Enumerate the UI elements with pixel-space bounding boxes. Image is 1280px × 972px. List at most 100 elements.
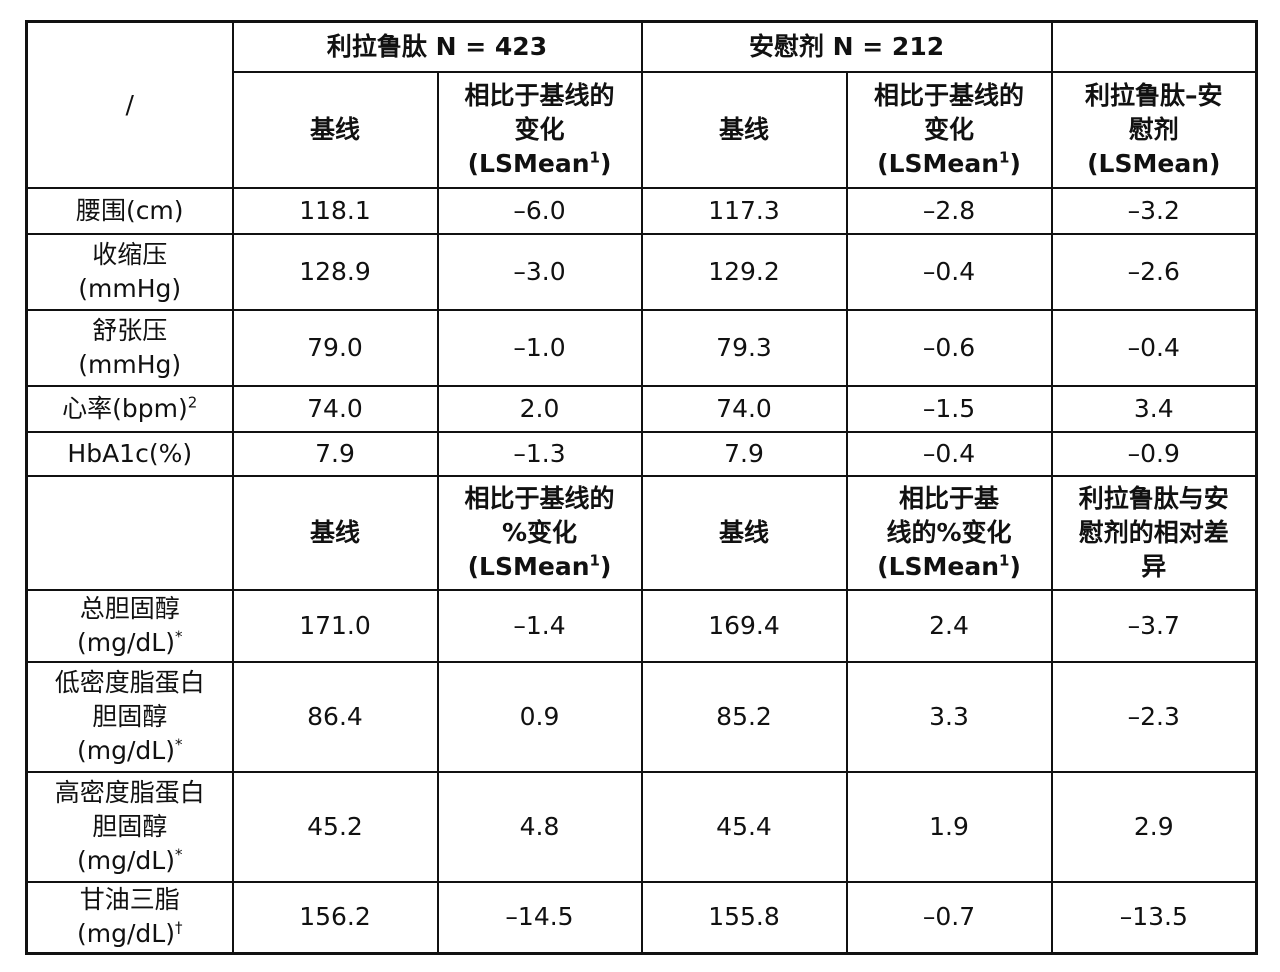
label-line: 胆固醇 — [92, 701, 168, 731]
table-row: 高密度脂蛋白 胆固醇 (mg/dL)* 45.2 4.8 45.4 1.9 2.9 — [25, 770, 1258, 883]
header-line: 利拉鲁肽–安 — [1085, 80, 1223, 110]
table-row: 腰围(cm) 118.1 –6.0 117.3 –2.8 –3.2 — [25, 186, 1258, 235]
value-cell: 169.4 — [640, 588, 848, 663]
value-cell: –3.0 — [436, 232, 643, 311]
value-cell: –3.7 — [1050, 588, 1258, 663]
column-header: 基线 — [231, 474, 439, 591]
value-cell: –0.6 — [845, 308, 1053, 387]
header-note: (LSMean) — [1057, 147, 1252, 181]
value-cell: 2.9 — [1050, 770, 1258, 883]
note-sup: 1 — [589, 551, 600, 570]
value-cell: 74.0 — [640, 384, 848, 433]
header-line: 基线 — [719, 517, 770, 547]
column-header: 相比于基线的%变化(LSMean1) — [436, 474, 643, 591]
header-line: %变化 — [501, 517, 578, 547]
table-row: 基线 相比于基线的 %变化 (LSMean1) 基线 相比于基 线的%变化 (LSMean1)… — [25, 474, 1258, 591]
table-row: / 利拉鲁肽 N = 423 安慰剂 N = 212 — [25, 20, 1258, 189]
row-label: 收缩压 (mmHg) — [25, 232, 234, 311]
label-line: 甘油三脂 — [79, 885, 180, 915]
header-line: 相比于基线的 — [874, 80, 1025, 110]
note-text: (LSMean — [877, 148, 1000, 178]
label-line: (mg/dL)* — [77, 627, 183, 657]
note-close: ) — [599, 551, 612, 581]
value-cell: –2.8 — [845, 186, 1053, 235]
note-text: (LSMean — [877, 551, 1000, 581]
row-label: 舒张压 (mmHg) — [25, 308, 234, 387]
value-cell: –1.3 — [436, 430, 643, 477]
value-cell: 45.4 — [640, 770, 848, 883]
value-cell: –0.4 — [845, 232, 1053, 311]
header-line: 慰剂的相对差 — [1078, 517, 1229, 547]
value-cell: –13.5 — [1050, 880, 1258, 955]
column-header: 相比于基线的 变化 (LSMean1) — [436, 70, 643, 189]
header-note: (LSMean1) — [443, 147, 637, 181]
label-line: 低密度脂蛋白 — [54, 667, 205, 697]
value-cell: 4.8 — [436, 770, 643, 883]
value-cell: –14.5 — [436, 880, 643, 955]
note-sup: 1 — [589, 148, 600, 167]
column-header: 利拉鲁肽–安 慰剂 (LSMean) — [1050, 70, 1258, 189]
header-line: 慰剂 — [1128, 114, 1179, 144]
note-text: (LSMean — [467, 148, 590, 178]
header-line: 相比于基线的 — [464, 483, 615, 513]
table-row: 心率(bpm)2 74.0 2.0 74.0 –1.5 3.4 — [25, 384, 1258, 433]
label-mark: † — [174, 918, 183, 937]
header-line: 基线 — [309, 517, 360, 547]
note-close: ) — [1009, 551, 1021, 581]
header-line: 基线 — [719, 114, 770, 144]
table-row: 基线 相比于基线的 变化 (LSMean1) 基线 相比于基线的 变化 (LSMean1) 利拉… — [27, 70, 1258, 189]
label-line: (mmHg) — [78, 273, 182, 303]
column-header: 基线 — [640, 70, 848, 189]
table-row: 收缩压 (mmHg) 128.9 –3.0 129.2 –0.4 –2.6 — [25, 232, 1258, 311]
table-row: 舒张压 (mmHg) 79.0 –1.0 79.3 –0.6 –0.4 — [25, 308, 1258, 387]
table-body: / 利拉鲁肽 N = 423 安慰剂 N = 212 基线 相比于基线的 变化 (LSMea… — [25, 20, 1258, 955]
value-cell: 45.2 — [231, 770, 439, 883]
value-cell: 7.9 — [231, 430, 439, 477]
value-cell: 118.1 — [231, 186, 439, 235]
row-label: 总胆固醇 (mg/dL)* — [25, 588, 234, 663]
value-cell: 2.4 — [845, 588, 1053, 663]
label-line: 腰围(cm) — [75, 195, 184, 225]
value-cell: –1.4 — [436, 588, 643, 663]
value-cell: 79.3 — [640, 308, 848, 387]
value-cell: 74.0 — [231, 384, 439, 433]
value-cell: –0.9 — [1050, 430, 1258, 477]
label-line: 收缩压 — [92, 239, 168, 269]
label-mark: * — [174, 845, 183, 864]
value-cell: –1.5 — [845, 384, 1053, 433]
row-label: 低密度脂蛋白 胆固醇 (mg/dL)* — [25, 660, 234, 773]
value-cell: –0.4 — [1050, 308, 1258, 387]
value-cell: –6.0 — [436, 186, 643, 235]
note-text: (LSMean — [467, 551, 590, 581]
value-cell: –3.2 — [1050, 186, 1258, 235]
note-close: ) — [599, 148, 612, 178]
header-note: (LSMean1) — [852, 147, 1047, 181]
column-header: 基线 — [231, 70, 439, 189]
row-label: 甘油三脂 (mg/dL)† — [25, 880, 234, 955]
header-note: (LSMean1) — [852, 550, 1047, 584]
value-cell: –1.0 — [436, 308, 643, 387]
column-header: 相比于基线的 变化 (LSMean1) — [845, 70, 1053, 189]
value-cell: 129.2 — [640, 232, 848, 311]
table-row: 总胆固醇 (mg/dL)* 171.0 –1.4 169.4 2.4 –3.7 — [25, 588, 1258, 663]
table-row: 甘油三脂 (mg/dL)† 156.2 –14.5 155.8 –0.7 –13.5 — [25, 880, 1258, 955]
note-text: (LSMean) — [1087, 148, 1221, 178]
label-line: 心率(bpm)2 — [62, 393, 198, 423]
value-cell: –2.3 — [1050, 660, 1258, 773]
header-line: 利拉鲁肽与安 — [1078, 483, 1229, 513]
label-line: (mg/dL)* — [77, 735, 183, 765]
data-table: / 利拉鲁肽 N = 423 安慰剂 N = 212 基线 相比于基线的 变化 (LSMea… — [25, 20, 1259, 955]
header-note: (LSMean1) — [443, 550, 637, 584]
header-line: 基线 — [309, 114, 360, 144]
empty-cell — [25, 474, 234, 591]
group-header: 安慰剂 N = 212 — [640, 20, 1053, 73]
label-mark: 2 — [187, 393, 198, 412]
label-line: (mg/dL)† — [77, 918, 183, 949]
note-sup: 1 — [999, 148, 1010, 167]
header-line: 相比于基 — [899, 483, 1000, 513]
column-header: 基线 — [640, 474, 848, 591]
value-cell: 156.2 — [231, 880, 439, 955]
label-line: (mmHg) — [78, 349, 182, 379]
label-mark: * — [174, 627, 183, 646]
